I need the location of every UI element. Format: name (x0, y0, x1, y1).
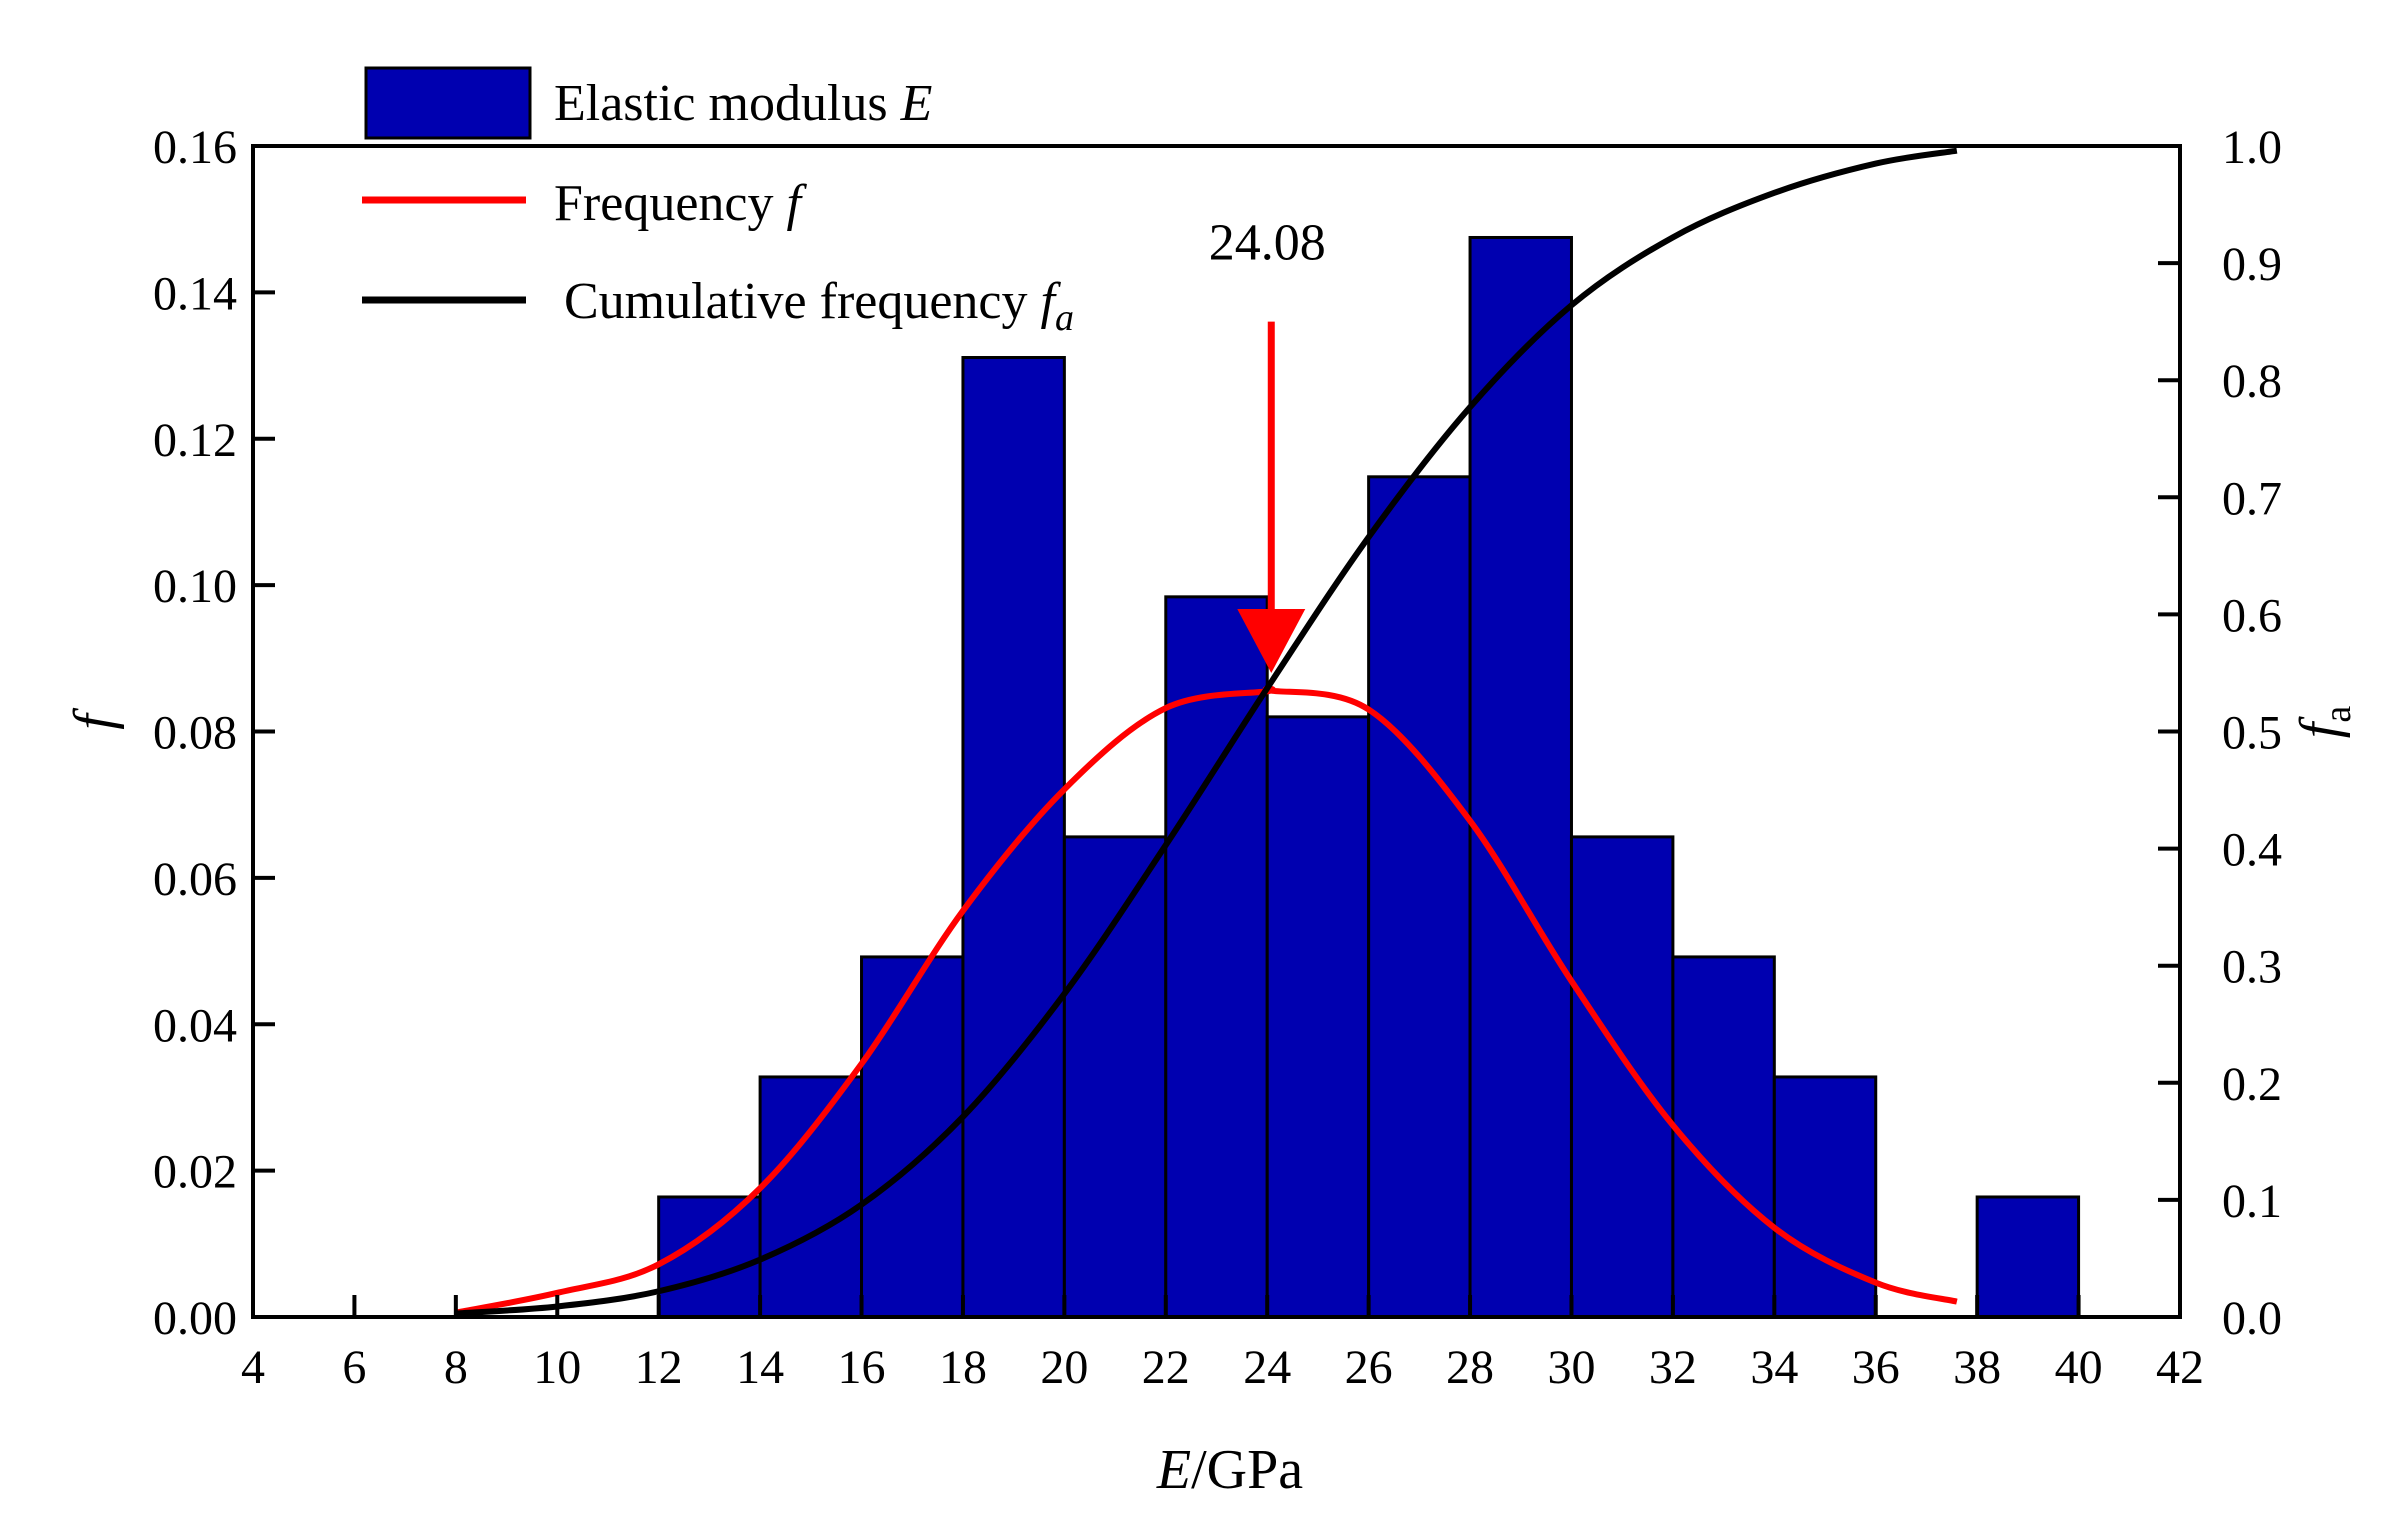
legend-swatch-histogram (364, 66, 532, 140)
mean-arrow-head (1237, 608, 1306, 673)
y-left-tick-label: 0.00 (153, 1292, 237, 1345)
y-left-axis-ticks: 0.00 0.02 0.04 0.06 0.08 0.10 0.12 0.14 0.16 (153, 121, 275, 1345)
x-tick-label: 30 (1547, 1341, 1595, 1394)
legend-cumulative-sub: a (1055, 297, 1074, 339)
x-axis-ticks: 4 6 8 10 12 14 16 18 20 22 24 26 28 30 32 34 36 38 40 42 (241, 1295, 2204, 1394)
y-left-tick-label: 0.16 (153, 121, 237, 174)
y-left-tick-label: 0.08 (153, 707, 237, 760)
x-axis-var: E (1156, 1439, 1191, 1501)
x-tick-label: 28 (1446, 1341, 1494, 1394)
x-tick-label: 20 (1040, 1341, 1088, 1394)
y-right-tick-label: 0.1 (2222, 1175, 2282, 1228)
y-left-tick-label: 0.06 (153, 853, 237, 906)
x-axis-title: E/GPa (1156, 1439, 1303, 1501)
histogram-bar (758, 1075, 864, 1319)
y-right-axis-title: fa (2289, 706, 2359, 739)
y-right-axis-sub: a (2317, 706, 2359, 723)
x-tick-label: 26 (1345, 1341, 1393, 1394)
histogram-bars (657, 235, 2081, 1319)
y-left-axis-title: f (63, 707, 125, 730)
legend-label-frequency: Frequency f (554, 175, 807, 232)
x-tick-label: 36 (1852, 1341, 1900, 1394)
histogram-bar (1265, 715, 1371, 1319)
x-tick-label: 24 (1243, 1341, 1291, 1394)
legend: Elastic modulus E Frequency f Cumulative… (362, 66, 1074, 339)
histogram-bar (1975, 1195, 2081, 1319)
legend-histogram-text: Elastic modulus (554, 75, 901, 132)
y-right-tick-label: 1.0 (2222, 121, 2282, 174)
x-tick-label: 10 (533, 1341, 581, 1394)
x-tick-label: 12 (635, 1341, 683, 1394)
y-right-tick-label: 0.9 (2222, 238, 2282, 291)
x-tick-label: 22 (1142, 1341, 1190, 1394)
x-tick-label: 40 (2055, 1341, 2103, 1394)
y-right-tick-label: 0.2 (2222, 1058, 2282, 1111)
y-right-tick-label: 0.8 (2222, 355, 2282, 408)
x-tick-label: 32 (1649, 1341, 1697, 1394)
legend-label-histogram: Elastic modulus E (554, 75, 932, 132)
y-left-tick-label: 0.10 (153, 560, 237, 613)
x-tick-label: 6 (342, 1341, 366, 1394)
x-tick-label: 4 (241, 1341, 265, 1394)
mean-label: 24.08 (1209, 215, 1326, 272)
x-tick-label: 8 (444, 1341, 468, 1394)
legend-histogram-var: E (900, 75, 933, 132)
x-tick-label: 42 (2156, 1341, 2204, 1394)
y-left-tick-label: 0.14 (153, 267, 237, 320)
x-tick-label: 38 (1953, 1341, 2001, 1394)
y-left-tick-label: 0.12 (153, 414, 237, 467)
mean-annotation: 24.08 (1209, 215, 1326, 673)
y-left-tick-label: 0.04 (153, 999, 237, 1052)
curves (455, 147, 1958, 1317)
x-tick-label: 18 (939, 1341, 987, 1394)
y-right-tick-label: 0.3 (2222, 941, 2282, 994)
y-left-tick-label: 0.02 (153, 1146, 237, 1199)
histogram-bar (860, 955, 965, 1319)
x-tick-label: 16 (838, 1341, 886, 1394)
histogram-bar (1468, 235, 1573, 1319)
histogram-bar (1367, 475, 1472, 1319)
y-right-tick-label: 0.0 (2222, 1292, 2282, 1345)
y-right-tick-label: 0.4 (2222, 824, 2282, 877)
histogram-bar (1062, 835, 1168, 1319)
y-right-tick-label: 0.5 (2222, 707, 2282, 760)
x-axis-unit: /GPa (1191, 1439, 1303, 1501)
legend-cumulative-text: Cumulative frequency (564, 273, 1041, 330)
histogram-bar (961, 356, 1066, 1319)
y-right-tick-label: 0.7 (2222, 472, 2282, 525)
legend-frequency-var: f (786, 175, 807, 232)
histogram-bar (1569, 835, 1675, 1319)
y-right-tick-label: 0.6 (2222, 589, 2282, 642)
y-right-axis-ticks: 0.0 0.1 0.2 0.3 0.4 0.5 0.6 0.7 0.8 0.9 1.0 (2158, 121, 2282, 1345)
cumulative-frequency-curve (455, 147, 1958, 1317)
legend-label-cumulative: Cumulative frequency fa (564, 273, 1074, 339)
histogram-bar (1772, 1075, 1878, 1319)
x-tick-label: 14 (736, 1341, 784, 1394)
legend-frequency-text: Frequency (554, 175, 786, 232)
x-tick-label: 34 (1750, 1341, 1798, 1394)
histogram-bar (1671, 955, 1776, 1319)
